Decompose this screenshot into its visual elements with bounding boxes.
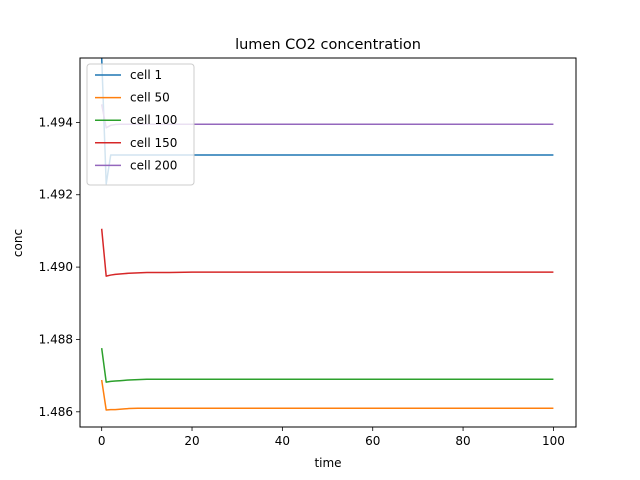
y-axis-label: conc [11, 229, 25, 257]
legend-label: cell 150 [130, 136, 177, 150]
y-tick-label: 1.490 [39, 260, 73, 274]
x-tick-label: 100 [542, 434, 565, 448]
x-tick-label: 20 [184, 434, 199, 448]
x-tick-label: 0 [98, 434, 106, 448]
y-tick-label: 1.492 [39, 188, 73, 202]
legend-label: cell 200 [130, 158, 177, 172]
legend-label: cell 1 [130, 68, 162, 82]
y-tick-label: 1.494 [39, 115, 73, 129]
series-line-cell-100 [100, 348, 554, 383]
x-tick-label: 40 [275, 434, 290, 448]
y-tick-label: 1.488 [39, 332, 73, 346]
legend-label: cell 50 [130, 91, 170, 105]
y-tick-label: 1.486 [39, 405, 73, 419]
series-line-cell-50 [100, 379, 554, 411]
legend: cell 1 cell 50 cell 100 cell 150 cell 200 [86, 63, 195, 186]
plot-frame [79, 57, 577, 428]
chart-title: lumen CO2 concentration [235, 37, 421, 53]
x-tick-label: 60 [365, 434, 380, 448]
legend-box [86, 63, 195, 186]
legend-label: cell 100 [130, 113, 177, 127]
x-axis-label: time [314, 456, 341, 470]
x-tick-label: 80 [455, 434, 470, 448]
series-line-cell-150 [100, 228, 554, 277]
